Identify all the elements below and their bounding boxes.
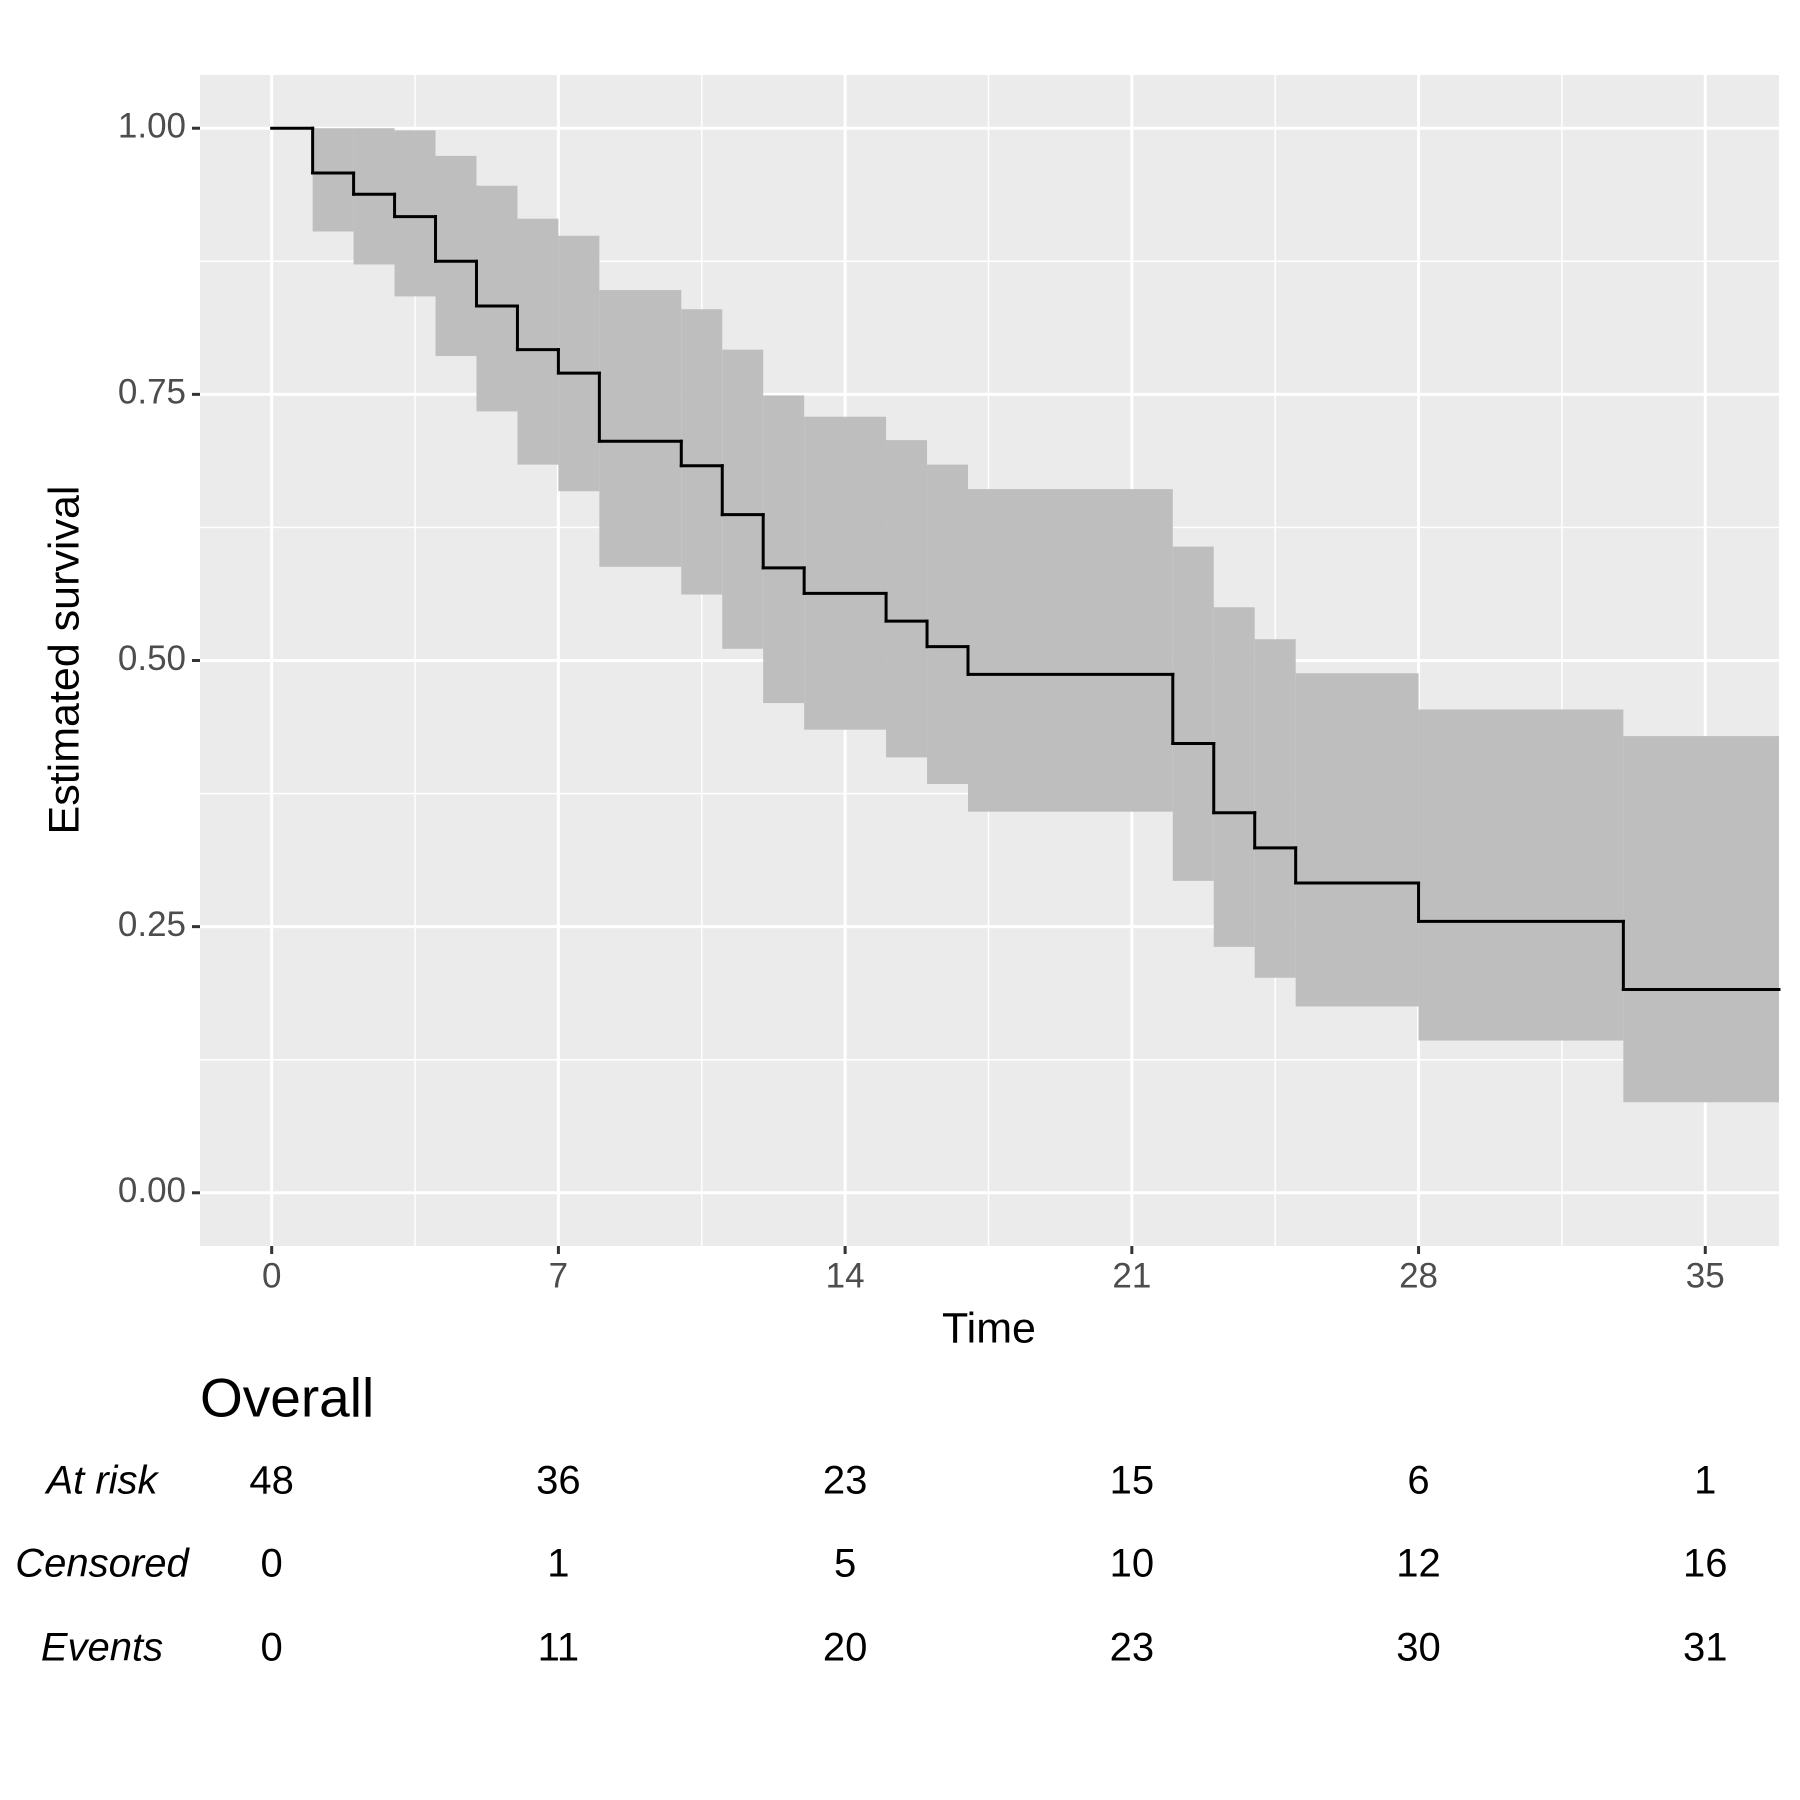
risk-table-title: Overall <box>200 1367 374 1429</box>
y-tick-label: 0.50 <box>118 639 186 678</box>
risk-value: 16 <box>1683 1542 1728 1586</box>
risk-row-label: Censored <box>15 1542 190 1586</box>
confidence-band <box>312 128 354 232</box>
x-tick-label: 0 <box>262 1256 281 1295</box>
risk-row-label: Events <box>41 1626 163 1670</box>
y-tick-label: 0.00 <box>118 1171 186 1210</box>
confidence-band <box>722 349 764 649</box>
risk-value: 1 <box>547 1542 569 1586</box>
y-tick-label: 0.75 <box>118 373 186 412</box>
risk-value: 5 <box>834 1542 856 1586</box>
confidence-band <box>517 218 559 465</box>
risk-value: 15 <box>1110 1459 1155 1503</box>
risk-value: 6 <box>1407 1459 1429 1503</box>
confidence-band <box>558 235 600 492</box>
confidence-band <box>1295 673 1419 1007</box>
x-tick-label: 28 <box>1399 1256 1438 1295</box>
risk-value: 36 <box>536 1459 581 1503</box>
risk-value: 10 <box>1110 1542 1155 1586</box>
y-tick-label: 0.25 <box>118 905 186 944</box>
risk-value: 0 <box>261 1626 283 1670</box>
confidence-band <box>681 309 723 595</box>
risk-value: 11 <box>538 1626 580 1670</box>
confidence-band <box>476 185 518 412</box>
risk-value: 48 <box>249 1459 294 1503</box>
confidence-band <box>599 290 682 567</box>
confidence-band <box>804 416 887 730</box>
x-tick-label: 14 <box>826 1256 865 1295</box>
risk-row-label: At risk <box>44 1459 159 1503</box>
confidence-band <box>394 130 436 297</box>
x-tick-label: 7 <box>549 1256 568 1295</box>
confidence-band <box>967 489 1173 812</box>
confidence-band <box>1172 546 1214 881</box>
confidence-band <box>1254 639 1296 978</box>
confidence-band <box>886 440 928 758</box>
risk-value: 30 <box>1396 1626 1441 1670</box>
confidence-band <box>353 128 395 265</box>
confidence-band <box>435 155 477 357</box>
x-tick-label: 35 <box>1686 1256 1725 1295</box>
risk-value: 12 <box>1396 1542 1441 1586</box>
risk-value: 1 <box>1694 1459 1716 1503</box>
confidence-band <box>1213 607 1255 947</box>
risk-value: 23 <box>823 1459 868 1503</box>
x-tick-label: 21 <box>1112 1256 1151 1295</box>
confidence-band <box>1623 736 1779 1103</box>
confidence-band <box>927 464 968 784</box>
y-tick-label: 1.00 <box>118 106 186 145</box>
risk-value: 0 <box>261 1542 283 1586</box>
x-axis-title: Time <box>942 1304 1036 1352</box>
confidence-band <box>1418 709 1624 1041</box>
risk-value: 20 <box>823 1626 868 1670</box>
confidence-band <box>763 395 805 704</box>
risk-value: 31 <box>1683 1626 1728 1670</box>
y-axis-title: Estimated survival <box>40 486 88 835</box>
risk-value: 23 <box>1110 1626 1155 1670</box>
